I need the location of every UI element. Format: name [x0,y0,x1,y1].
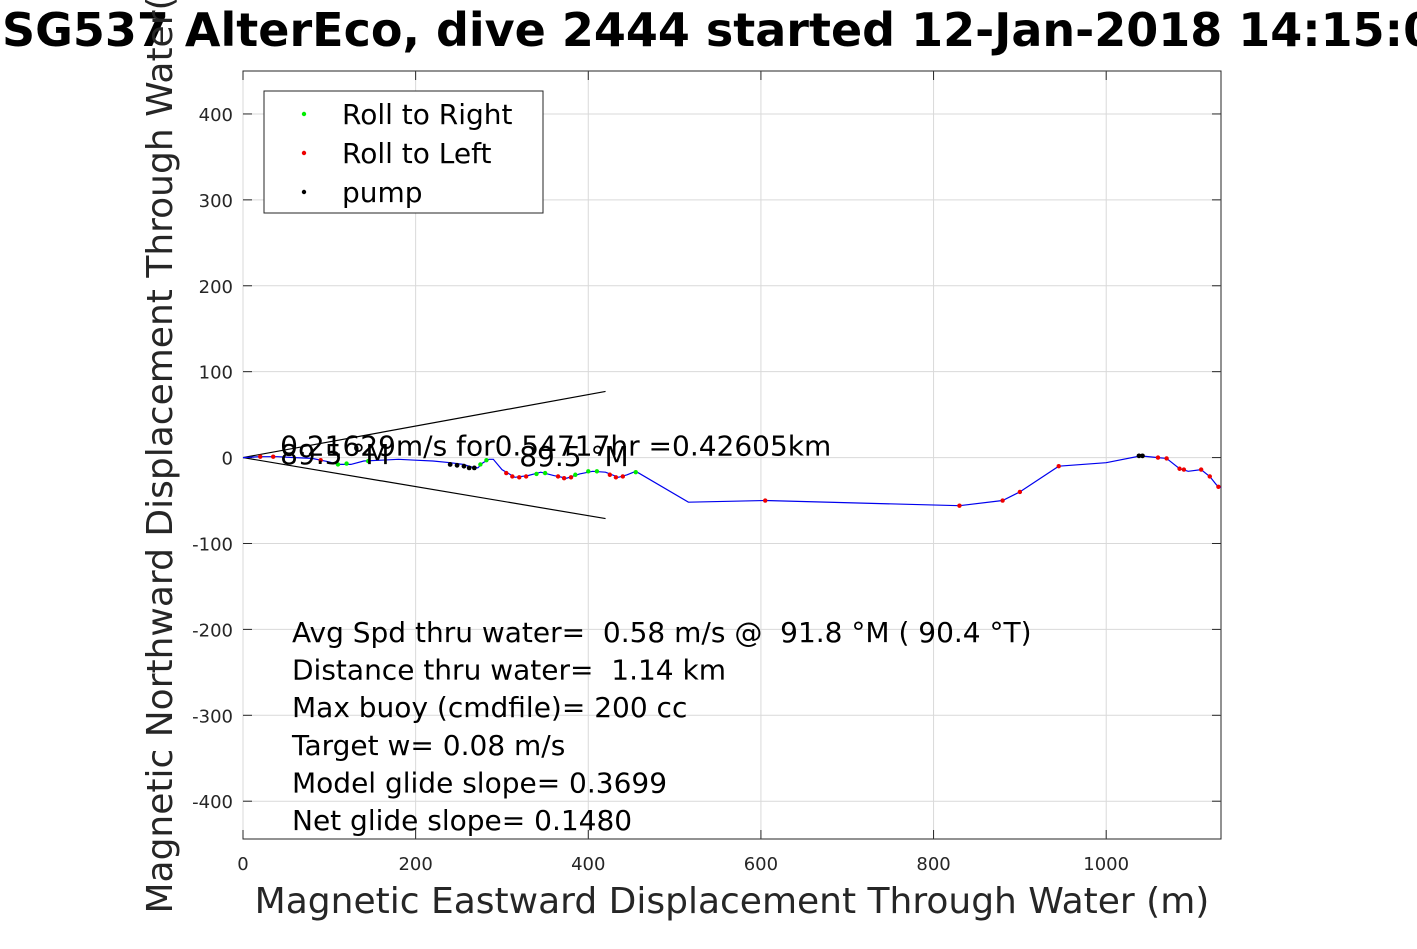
y-tick-label: 400 [199,105,233,126]
roll-right-point [573,472,578,477]
roll-right-point [335,462,341,467]
pump-point [461,463,467,469]
roll-left-point [607,472,613,477]
x-tick-label: 0 [237,854,248,875]
roll-left-point [555,474,561,479]
roll-left-point [504,470,509,476]
y-tick-label: 100 [199,363,233,384]
x-axis-label: Magnetic Eastward Displacement Through W… [255,881,1210,922]
roll-left-point [510,474,515,479]
heading-cone [242,390,606,520]
stats-line: Net glide slope= 0.1480 [292,804,632,837]
roll-right-point [534,471,539,477]
x-tick-label: 200 [398,854,432,875]
pump-point [454,462,460,468]
roll-left-point [613,475,619,480]
y-tick-label: -400 [192,792,233,813]
roll-right-point [344,461,349,466]
cone-line [242,456,606,520]
y-tick-label: 200 [199,277,233,298]
grid-lines [242,71,1221,839]
legend-marker [301,189,307,195]
roll-left-point [271,454,276,459]
annotation-text: 0.21629m/s for0.54717hr =0.42605km [280,430,831,463]
roll-left-point [561,475,567,481]
pump-point [447,462,453,467]
y-tick-label: 0 [222,449,233,470]
roll-left-point [318,457,323,463]
x-tick-label: 1000 [1083,854,1129,875]
roll-left-point [1000,498,1005,503]
roll-right-point [484,457,489,463]
roll-left-point [1198,467,1204,472]
y-tick-label: -200 [192,620,233,641]
x-tick-label: 800 [916,854,950,875]
roll-left-point [1181,467,1187,472]
pump-point [471,465,477,471]
y-tick-label: -100 [192,534,233,555]
roll-left-point [258,454,263,459]
pump-point [1136,453,1142,459]
y-axis-label: Magnetic Northward Displacement Through … [140,0,181,914]
roll-left-point [1017,489,1023,495]
roll-left-point [517,475,522,480]
stats-line: Distance thru water= 1.14 km [292,654,726,687]
legend-box [263,90,544,214]
roll-left-point [1056,463,1061,469]
legend-label: Roll to Right [342,98,513,131]
x-tick-label: 400 [571,854,605,875]
roll-left-point [1207,474,1212,479]
cone-line [242,390,606,459]
roll-left-point [1177,466,1182,471]
stats-line: Model glide slope= 0.3699 [292,766,667,799]
legend-label: pump [342,176,423,209]
pump-point [1140,453,1145,459]
annotation-text: 89.5 °M [519,440,628,473]
roll-left-point [957,503,962,508]
stats-text: Avg Spd thru water= 0.58 m/s @ 91.8 °M (… [291,616,1032,837]
roll-right-point [478,462,483,467]
y-tick-label: 300 [199,191,233,212]
roll-left-point [1155,455,1161,460]
y-tick-label: -300 [192,706,233,727]
pump-point [466,465,472,471]
x-tick-label: 600 [744,854,778,875]
roll-left-point [620,474,626,479]
roll-right-point [633,469,638,475]
legend: Roll to Right Roll to Left pump [263,90,544,214]
roll-right-point [542,470,548,476]
markers [258,453,1221,508]
roll-right-point [365,458,371,464]
roll-left-point [568,475,574,480]
stats-line: Max buoy (cmdfile)= 200 cc [292,691,687,724]
roll-right-point [586,469,591,474]
roll-left-point [523,474,529,479]
chart-title: SG537 AlterEco, dive 2444 started 12-Jan… [2,3,1417,57]
axis-ticks: 0 200 400 600 800 10004003002001000-100-200-3… [192,71,1221,875]
stats-line: Target w= 0.08 m/s [291,729,565,762]
roll-left-point [1216,484,1221,489]
roll-left-point [1164,456,1169,461]
legend-label: Roll to Left [342,137,491,170]
stats-line: Avg Spd thru water= 0.58 m/s @ 91.8 °M (… [292,616,1032,649]
legend-marker [301,150,307,156]
legend-marker [301,111,307,117]
roll-left-point [763,498,768,503]
roll-right-point [594,469,600,474]
annotation-text: 89.5 °M [280,438,389,471]
